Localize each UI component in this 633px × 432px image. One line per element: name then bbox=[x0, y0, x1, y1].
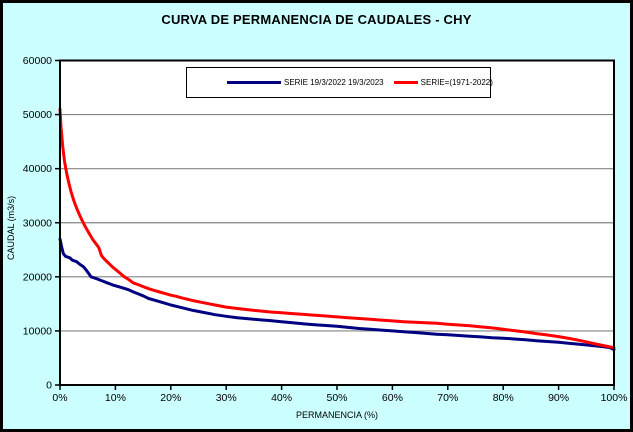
x-tick-label: 10% bbox=[105, 392, 126, 404]
y-tick-label: 50000 bbox=[23, 109, 52, 121]
legend-label-serie-2022-2023: SERIE 19/3/2022 19/3/2023 bbox=[284, 78, 384, 87]
x-tick-label: 90% bbox=[548, 392, 569, 404]
x-tick-label: 100% bbox=[601, 392, 628, 404]
series-line-0 bbox=[58, 237, 616, 352]
x-tick-label: 40% bbox=[271, 392, 292, 404]
red-line-swatch bbox=[393, 81, 418, 84]
x-tick-label: 50% bbox=[326, 392, 347, 404]
y-axis-title: CAUDAL (m3/s) bbox=[6, 195, 16, 261]
y-tick-label: 60000 bbox=[23, 55, 52, 67]
blue-line-swatch bbox=[227, 81, 281, 84]
x-tick-label: 80% bbox=[493, 392, 514, 404]
legend-label-serie-1971-2022: SERIE=(1971-2022) bbox=[420, 78, 493, 87]
x-tick-label: 20% bbox=[160, 392, 181, 404]
legend-item-serie-1971-2022: SERIE=(1971-2022) bbox=[393, 78, 493, 87]
y-tick-label: 30000 bbox=[23, 217, 52, 229]
legend-item-serie-2022-2023: SERIE 19/3/2022 19/3/2023 bbox=[227, 78, 384, 87]
x-tick-label: 0% bbox=[52, 392, 67, 404]
y-tick-label: 20000 bbox=[23, 271, 52, 283]
series-line-1 bbox=[58, 107, 616, 350]
plot-area: 0 10000 20000 30000 40000 50000 60000 0% 10% 20% 3… bbox=[23, 55, 628, 404]
chart-title: CURVA DE PERMANENCIA DE CAUDALES - CHY bbox=[161, 12, 472, 27]
x-axis-title: PERMANENCIA (%) bbox=[295, 410, 378, 420]
x-tick-label: 60% bbox=[382, 392, 403, 404]
y-tick-label: 10000 bbox=[23, 325, 52, 337]
y-tick-label: 40000 bbox=[23, 163, 52, 175]
x-tick-label: 70% bbox=[437, 392, 458, 404]
x-tick-label: 30% bbox=[216, 392, 237, 404]
y-tick-label: 0 bbox=[46, 380, 52, 392]
legend: SERIE 19/3/2022 19/3/2023 SERIE=(1971-20… bbox=[186, 67, 493, 98]
